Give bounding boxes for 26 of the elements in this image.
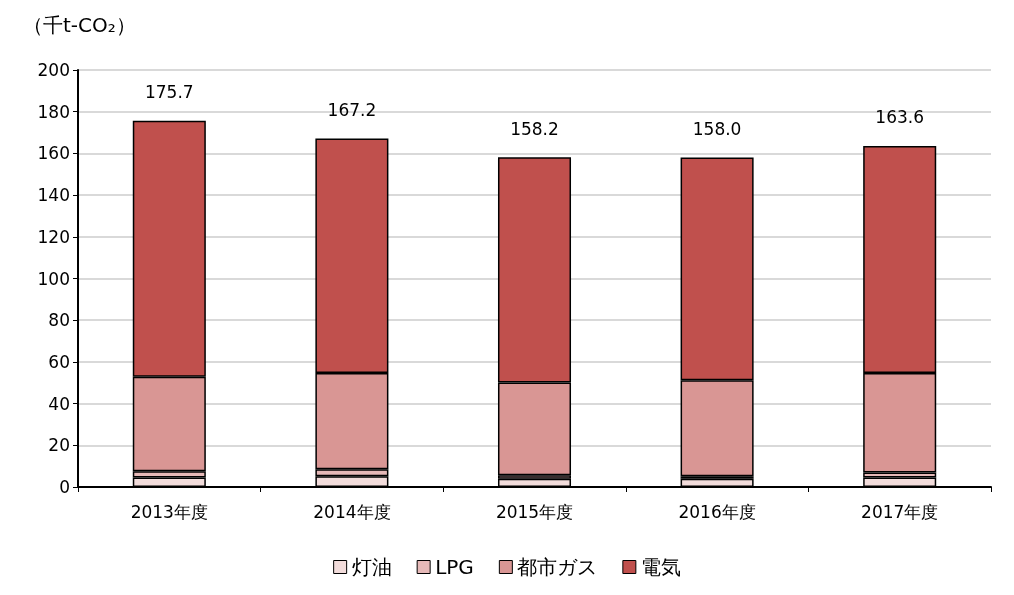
total-label: 167.2 [327,99,377,120]
x-tick-label: 2013年度 [130,501,208,522]
total-label: 158.0 [692,119,742,140]
x-tick-label: 2017年度 [861,501,939,522]
y-tick-label: 60 [48,351,70,372]
legend-label: 電気 [640,555,681,579]
x-tick-label: 2015年度 [495,501,574,522]
legend-label: LPG [435,555,474,579]
y-tick-label: 80 [48,310,70,331]
y-tick-label: 140 [37,185,70,206]
y-tick-label: 0 [59,477,70,497]
total-label: 158.2 [510,118,559,139]
y-tick-label: 100 [37,268,70,289]
legend-label: 灯油 [351,555,392,579]
total-label: 163.6 [875,107,925,128]
y-tick-label: 40 [48,393,70,414]
x-tick-label: 2014年度 [313,501,391,522]
y-tick-label: 200 [37,60,70,80]
y-tick-label: 160 [37,143,70,164]
y-tick-label: 20 [48,435,70,456]
y-tick-label: 120 [37,226,70,247]
y-axis-title: （千t-CO₂） [23,13,136,37]
legend-label: 都市ガス [517,555,598,579]
total-label: 175.7 [144,82,194,103]
x-tick-label: 2016年度 [678,501,756,522]
y-tick-label: 180 [37,101,70,122]
